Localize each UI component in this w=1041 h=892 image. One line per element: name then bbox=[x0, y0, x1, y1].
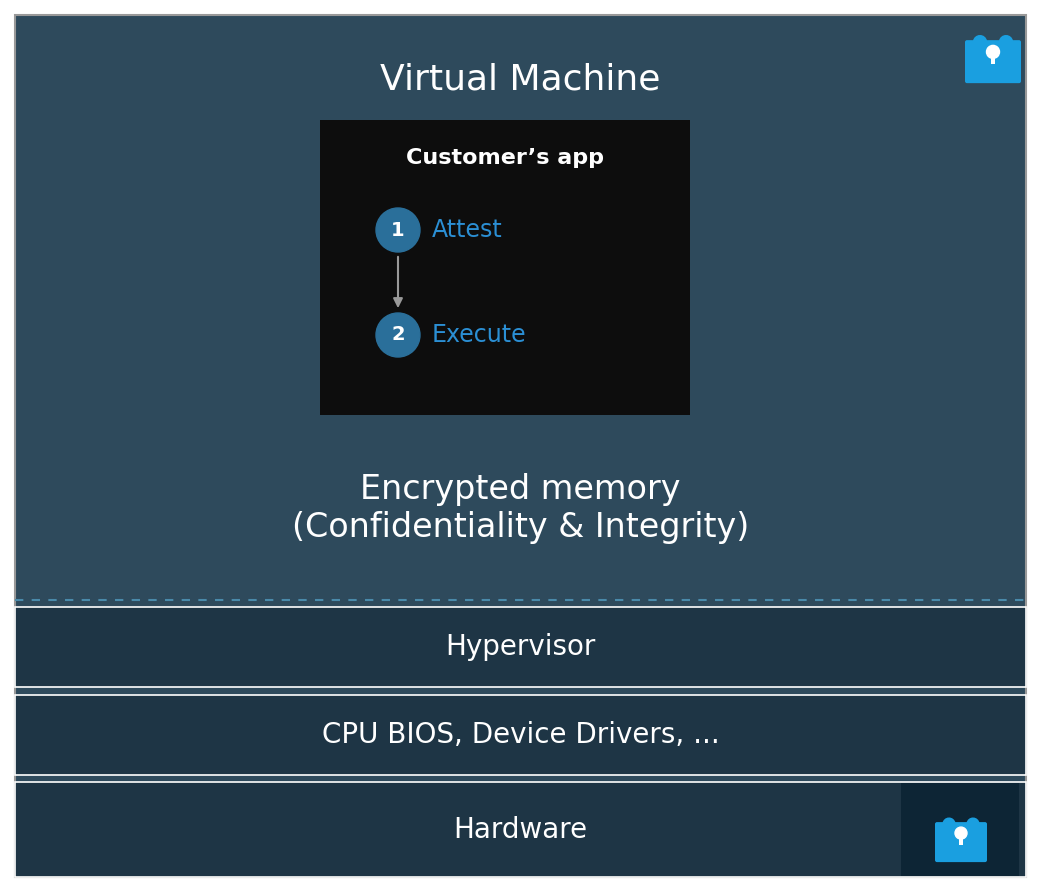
Bar bbox=[991, 55, 995, 64]
Text: Hardware: Hardware bbox=[454, 815, 587, 844]
Bar bbox=[15, 782, 1026, 877]
Text: 2: 2 bbox=[391, 326, 405, 344]
Text: Attest: Attest bbox=[432, 218, 503, 242]
Text: 1: 1 bbox=[391, 220, 405, 239]
Bar bbox=[320, 120, 690, 415]
Bar bbox=[15, 695, 1026, 775]
Circle shape bbox=[987, 45, 999, 58]
Text: CPU BIOS, Device Drivers, ...: CPU BIOS, Device Drivers, ... bbox=[322, 721, 719, 749]
Text: Execute: Execute bbox=[432, 323, 527, 347]
Text: Customer’s app: Customer’s app bbox=[406, 148, 604, 168]
Bar bbox=[15, 607, 1026, 687]
Text: (Confidentiality & Integrity): (Confidentiality & Integrity) bbox=[291, 511, 750, 544]
Circle shape bbox=[376, 208, 420, 252]
FancyBboxPatch shape bbox=[965, 40, 1021, 83]
FancyBboxPatch shape bbox=[935, 822, 987, 862]
Text: Hypervisor: Hypervisor bbox=[446, 633, 595, 661]
Bar bbox=[902, 783, 1019, 876]
Circle shape bbox=[376, 313, 420, 357]
Bar bbox=[959, 836, 963, 845]
Text: Virtual Machine: Virtual Machine bbox=[380, 63, 661, 97]
Text: Encrypted memory: Encrypted memory bbox=[360, 474, 681, 507]
Circle shape bbox=[955, 827, 967, 839]
